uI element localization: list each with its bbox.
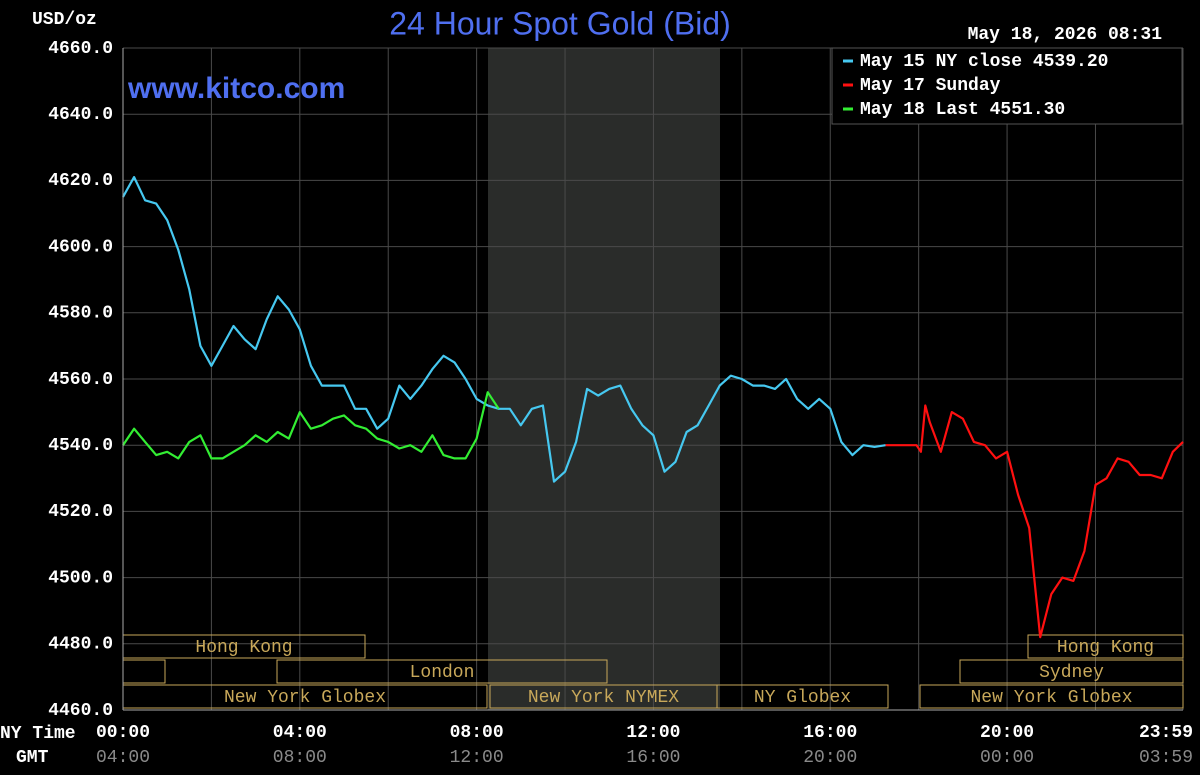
y-tick-label: 4580.0 — [48, 304, 113, 324]
session-label: NY Globex — [754, 688, 851, 708]
session-bar — [122, 659, 166, 684]
watermark: www.kitco.com — [127, 72, 345, 105]
session-bar — [716, 684, 889, 709]
x2-tick-label: 08:00 — [273, 748, 327, 768]
x-tick-label: 20:00 — [980, 723, 1034, 743]
x2-axis-label: GMT — [16, 748, 49, 768]
sessions: Hong Kong Hong Kong London Sydney New York G… — [122, 634, 1184, 709]
session-label: Hong Kong — [1057, 638, 1154, 658]
x-axis-label: NY Time — [0, 724, 76, 744]
session-label: New York Globex — [970, 688, 1132, 708]
x-tick-label: 16:00 — [803, 723, 857, 743]
session-label: London — [410, 663, 475, 683]
session-bar — [1027, 634, 1184, 659]
session-bar — [276, 659, 608, 684]
session-bar — [959, 659, 1184, 684]
legend-box — [831, 47, 1183, 125]
x-tick-label: 12:00 — [626, 723, 680, 743]
x2-tick-label: 04:00 — [96, 748, 150, 768]
y-tick-label: 4640.0 — [48, 105, 113, 125]
legend-label: May 17 Sunday — [860, 76, 1001, 96]
y-tick-label: 4500.0 — [48, 568, 113, 588]
chart-title: 24 Hour Spot Gold (Bid) — [389, 5, 731, 41]
y-tick-label: 4520.0 — [48, 502, 113, 522]
x2-tick-label: 12:00 — [450, 748, 504, 768]
y-tick-label: 4660.0 — [48, 39, 113, 59]
x-tick-label: 04:00 — [273, 723, 327, 743]
session-bar — [919, 684, 1184, 709]
grid — [122, 47, 1184, 711]
session-label: Sydney — [1039, 663, 1104, 683]
x-tick-label: 00:00 — [96, 723, 150, 743]
series-line — [122, 391, 500, 460]
series — [122, 176, 1184, 639]
timestamp: May 18, 2026 08:31 — [968, 25, 1163, 45]
x-tick-label: 08:00 — [450, 723, 504, 743]
x2-tick-label: 03:59 — [1139, 748, 1193, 768]
y-tick-label: 4600.0 — [48, 237, 113, 257]
y-tick-label: 4620.0 — [48, 171, 113, 191]
y-tick-label: 4540.0 — [48, 436, 113, 456]
session-label: Hong Kong — [195, 638, 292, 658]
x2-tick-label: 00:00 — [980, 748, 1034, 768]
series-line — [885, 404, 1184, 639]
y-tick-label: 4560.0 — [48, 370, 113, 390]
y-tick-label: 4460.0 — [48, 701, 113, 721]
x-tick-label: 23:59 — [1139, 723, 1193, 743]
legend-label: May 18 Last 4551.30 — [860, 100, 1065, 120]
x2-tick-label: 20:00 — [803, 748, 857, 768]
y-axis-label: USD/oz — [32, 10, 97, 30]
legend-label: May 15 NY close 4539.20 — [860, 52, 1108, 72]
session-label: New York Globex — [224, 688, 386, 708]
x2-tick-label: 16:00 — [626, 748, 680, 768]
y-tick-label: 4480.0 — [48, 635, 113, 655]
series-line — [122, 176, 886, 483]
session-label: New York NYMEX — [528, 688, 679, 708]
